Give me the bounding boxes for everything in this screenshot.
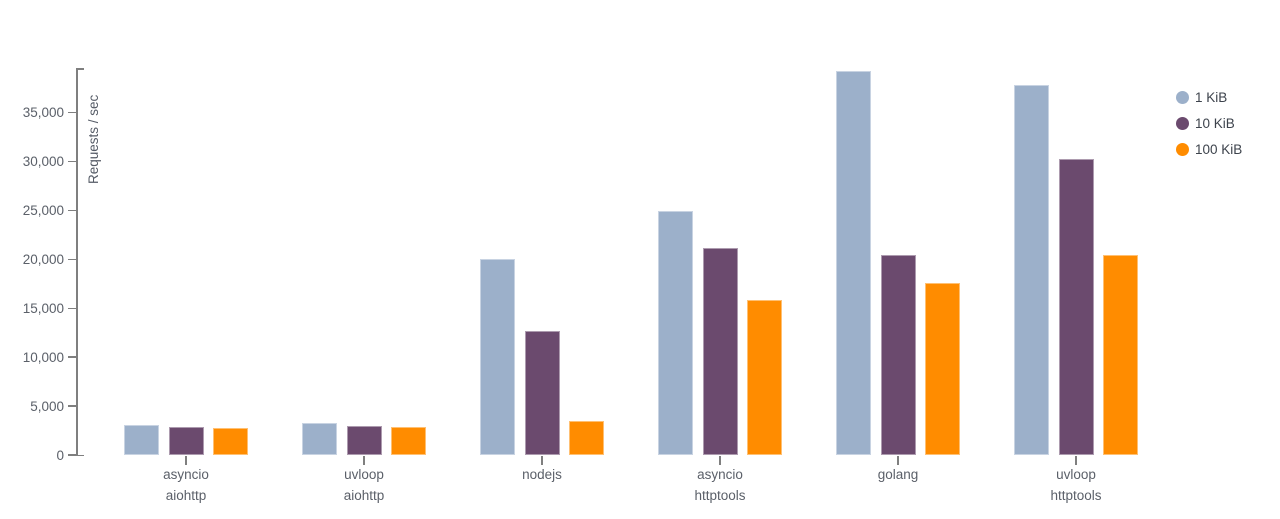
y-tick-label: 5,000 <box>30 398 64 414</box>
bar-10kib-1 <box>168 426 204 455</box>
bar-1kib-3 <box>480 259 515 455</box>
y-tick <box>68 209 76 212</box>
y-tick <box>68 356 76 358</box>
y-tick <box>68 307 76 310</box>
y-tick <box>68 111 76 114</box>
bar-100kib-1 <box>213 427 248 455</box>
legend-item: 1 KiB <box>1176 84 1242 110</box>
x-category-label: nodejs <box>522 467 562 482</box>
x-tick <box>363 456 365 465</box>
x-category-label: asyncio httptools <box>694 467 746 503</box>
y-axis-line <box>76 68 78 456</box>
bar-100kib-2 <box>391 426 426 455</box>
legend-label: 1 KiB <box>1195 89 1228 105</box>
bar-1kib-6 <box>1014 85 1049 455</box>
legend-swatch-icon <box>1176 116 1189 130</box>
bar-1kib-4 <box>658 211 693 455</box>
y-tick-label: 0 <box>56 447 64 463</box>
bar-100kib-3 <box>569 420 604 455</box>
y-axis-bottom-cap <box>76 454 84 456</box>
y-axis-top-cap <box>76 68 84 70</box>
x-tick <box>897 456 899 465</box>
bar-1kib-1 <box>124 424 159 455</box>
bar-10kib-6 <box>1058 158 1094 455</box>
x-category-label: asyncio aiohttp <box>163 467 209 503</box>
bar-100kib-6 <box>1103 255 1138 455</box>
y-tick <box>68 160 76 163</box>
x-tick <box>1075 456 1077 465</box>
legend-swatch-icon <box>1176 142 1189 156</box>
y-tick-label: 20,000 <box>22 251 64 267</box>
y-tick <box>68 454 76 456</box>
y-axis-label: Requests / sec <box>86 94 101 184</box>
y-tick <box>68 258 76 261</box>
legend-item: 10 KiB <box>1176 110 1242 136</box>
bar-100kib-5 <box>925 282 960 455</box>
y-tick-label: 35,000 <box>22 105 64 121</box>
bar-100kib-4 <box>747 300 782 455</box>
y-tick <box>68 405 76 407</box>
bar-10kib-3 <box>524 330 560 455</box>
legend-item: 100 KiB <box>1176 136 1242 162</box>
bar-1kib-2 <box>302 422 337 455</box>
x-tick <box>719 456 721 465</box>
y-tick-label: 10,000 <box>22 349 64 365</box>
x-category-label: golang <box>877 467 919 482</box>
legend: 1 KiB 10 KiB 100 KiB <box>1176 84 1242 162</box>
x-category-label: uvloop httptools <box>1050 467 1102 503</box>
x-category-label: uvloop aiohttp <box>343 467 385 503</box>
legend-label: 10 KiB <box>1195 115 1235 131</box>
x-tick <box>185 456 187 465</box>
legend-label: 100 KiB <box>1195 141 1243 157</box>
legend-swatch-icon <box>1176 90 1189 104</box>
y-tick-label: 30,000 <box>22 154 64 170</box>
bar-10kib-4 <box>702 247 738 455</box>
bar-10kib-2 <box>346 425 382 455</box>
bar-10kib-5 <box>880 255 916 455</box>
bar-1kib-5 <box>836 70 871 455</box>
y-tick-label: 25,000 <box>22 203 64 218</box>
x-tick <box>541 456 543 465</box>
y-tick-label: 15,000 <box>22 300 64 316</box>
